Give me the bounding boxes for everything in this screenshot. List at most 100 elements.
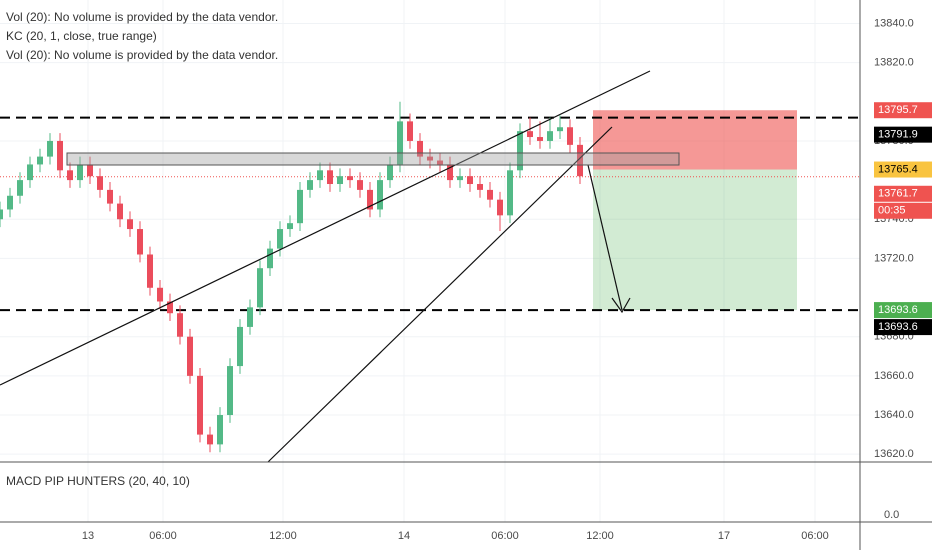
candle-body xyxy=(107,189,113,204)
candle-body xyxy=(207,434,213,445)
price-label-bg xyxy=(874,319,932,336)
macd-tick-label: 0.0 xyxy=(884,509,899,521)
legend-line: KC (20, 1, close, true range) xyxy=(6,29,157,43)
candle-body xyxy=(457,176,463,181)
price-label: 13693.6 xyxy=(878,321,918,333)
candle-body xyxy=(337,176,343,185)
candle-body xyxy=(197,375,203,435)
x-tick-label: 06:00 xyxy=(149,530,177,542)
x-tick-label: 14 xyxy=(398,530,410,542)
y-tick-label: 13660.0 xyxy=(874,370,914,382)
trend-line xyxy=(267,126,613,463)
candle-body xyxy=(507,170,513,216)
x-tick-label: 06:00 xyxy=(801,530,829,542)
candle-body xyxy=(537,137,543,141)
y-tick-label: 13840.0 xyxy=(874,17,914,29)
candle-body xyxy=(267,248,273,269)
legend-line: Vol (20): No volume is provided by the d… xyxy=(6,10,278,24)
trend-lines xyxy=(0,70,651,463)
candle-body xyxy=(497,199,503,216)
candle-body xyxy=(467,176,473,185)
zone-box xyxy=(66,152,680,166)
candle-body xyxy=(217,415,223,445)
arrow-head xyxy=(611,297,631,314)
candle-body xyxy=(387,164,393,181)
y-tick-label: 13820.0 xyxy=(874,57,914,69)
price-label-bg xyxy=(874,126,932,143)
candle-body xyxy=(137,229,143,255)
candle-body xyxy=(117,203,123,220)
price-label: 13761.7 xyxy=(878,188,918,200)
candle-body xyxy=(517,131,523,171)
price-label-bg xyxy=(874,185,932,202)
price-label-bg xyxy=(874,302,932,319)
arrow xyxy=(587,164,623,311)
price-label: 13791.9 xyxy=(878,129,918,141)
candle-body xyxy=(247,307,253,327)
countdown: 00:35 xyxy=(878,205,906,217)
candle-body xyxy=(157,287,163,302)
price-label: 13795.7 xyxy=(878,104,918,116)
candle-body xyxy=(547,131,553,141)
candle-body xyxy=(527,131,533,138)
candle-body xyxy=(0,209,3,220)
stop-zone xyxy=(593,110,797,170)
countdown-bg xyxy=(874,202,932,219)
candle-body xyxy=(567,127,573,145)
candle-body xyxy=(57,140,63,171)
candle-body xyxy=(177,313,183,337)
candle-body xyxy=(557,127,563,132)
x-tick-label: 06:00 xyxy=(491,530,519,542)
candle-body xyxy=(447,164,453,181)
candle-body xyxy=(407,121,413,141)
y-tick-label: 13620.0 xyxy=(874,448,914,460)
candle-body xyxy=(17,180,23,196)
candle-body xyxy=(227,366,233,416)
candle-body xyxy=(367,189,373,210)
candle-body xyxy=(417,140,423,157)
candle-body xyxy=(7,195,13,210)
price-label: 13693.6 xyxy=(878,304,918,316)
candle-body xyxy=(437,160,443,165)
candle-body xyxy=(577,144,583,177)
candle-body xyxy=(377,180,383,210)
y-tick-label: 13720.0 xyxy=(874,252,914,264)
candle-body xyxy=(307,180,313,190)
candle-body xyxy=(27,164,33,181)
candle-body xyxy=(47,140,53,157)
candle-body xyxy=(127,219,133,230)
candle-body xyxy=(427,156,433,161)
trend-line xyxy=(0,70,651,386)
candle-body xyxy=(297,189,303,224)
candle-body xyxy=(397,121,403,165)
candle-body xyxy=(77,164,83,181)
candle-body xyxy=(287,223,293,230)
candle-body xyxy=(97,176,103,190)
candle-body xyxy=(347,176,353,181)
x-tick-label: 12:00 xyxy=(586,530,614,542)
candle-body xyxy=(257,268,263,308)
target-zone xyxy=(593,169,797,311)
candle-body xyxy=(37,156,43,165)
candle-body xyxy=(167,301,173,314)
macd-label: MACD PIP HUNTERS (20, 40, 10) xyxy=(6,474,190,488)
x-tick-label: 17 xyxy=(718,530,730,542)
x-tick-label: 12:00 xyxy=(269,530,297,542)
candle-body xyxy=(357,180,363,190)
candle-body xyxy=(237,326,243,367)
candle-body xyxy=(327,170,333,185)
candle-body xyxy=(487,189,493,200)
candle-body xyxy=(277,229,283,249)
candle-body xyxy=(67,170,73,181)
legend-line: Vol (20): No volume is provided by the d… xyxy=(6,48,278,62)
candle-body xyxy=(317,170,323,181)
price-label-bg xyxy=(874,102,932,119)
candle-body xyxy=(187,336,193,376)
candle-body xyxy=(87,164,93,177)
price-label-bg xyxy=(874,161,932,178)
x-tick-label: 13 xyxy=(82,530,94,542)
candle-body xyxy=(477,184,483,190)
